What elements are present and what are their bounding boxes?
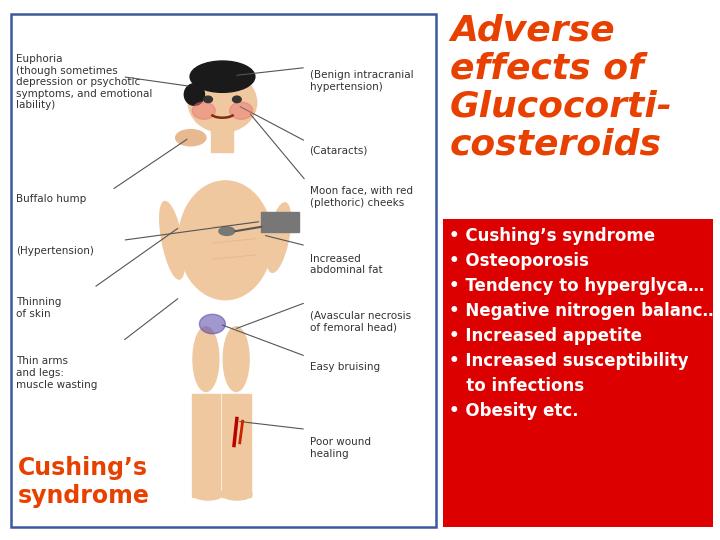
Text: Adverse
effects of
Glucocorti-
costeroids: Adverse effects of Glucocorti- costeroid… [450,14,672,161]
Circle shape [199,314,225,334]
Ellipse shape [176,130,206,146]
Text: (Hypertension): (Hypertension) [16,246,94,256]
Text: (Cataracts): (Cataracts) [310,146,368,156]
Text: Easy bruising: Easy bruising [310,362,379,372]
Circle shape [230,102,253,119]
Ellipse shape [193,488,223,500]
FancyBboxPatch shape [222,394,251,497]
Ellipse shape [160,201,184,279]
FancyBboxPatch shape [261,212,299,232]
Ellipse shape [188,73,257,132]
Ellipse shape [179,181,272,300]
Text: Moon face, with red
(plethoric) cheeks: Moon face, with red (plethoric) cheeks [310,186,413,208]
Ellipse shape [193,327,219,392]
Text: (Avascular necrosis
of femoral head): (Avascular necrosis of femoral head) [310,310,410,332]
Ellipse shape [222,488,252,500]
Circle shape [192,102,215,119]
Ellipse shape [223,327,249,392]
Ellipse shape [266,203,291,272]
Circle shape [204,96,212,103]
Text: • Cushing’s syndrome
• Osteoporosis
• Tendency to hyperglyca…
• Negative nitroge: • Cushing’s syndrome • Osteoporosis • Te… [449,227,719,420]
Ellipse shape [219,227,235,235]
Text: Thin arms
and legs:
muscle wasting: Thin arms and legs: muscle wasting [16,356,97,389]
Ellipse shape [190,61,255,92]
FancyBboxPatch shape [11,14,436,526]
Text: Poor wound
healing: Poor wound healing [310,437,371,459]
FancyBboxPatch shape [192,394,220,497]
Circle shape [233,96,241,103]
Text: Cushing’s
syndrome: Cushing’s syndrome [18,456,150,508]
Ellipse shape [184,84,204,105]
Text: (Benign intracranial
hypertension): (Benign intracranial hypertension) [310,70,413,92]
Text: Thinning
of skin: Thinning of skin [16,297,61,319]
Text: Increased
abdominal fat: Increased abdominal fat [310,254,382,275]
FancyBboxPatch shape [443,219,713,526]
Text: Euphoria
(though sometimes
depression or psychotic
symptoms, and emotional
labil: Euphoria (though sometimes depression or… [16,54,152,110]
FancyBboxPatch shape [211,126,233,152]
Text: Buffalo hump: Buffalo hump [16,194,86,205]
